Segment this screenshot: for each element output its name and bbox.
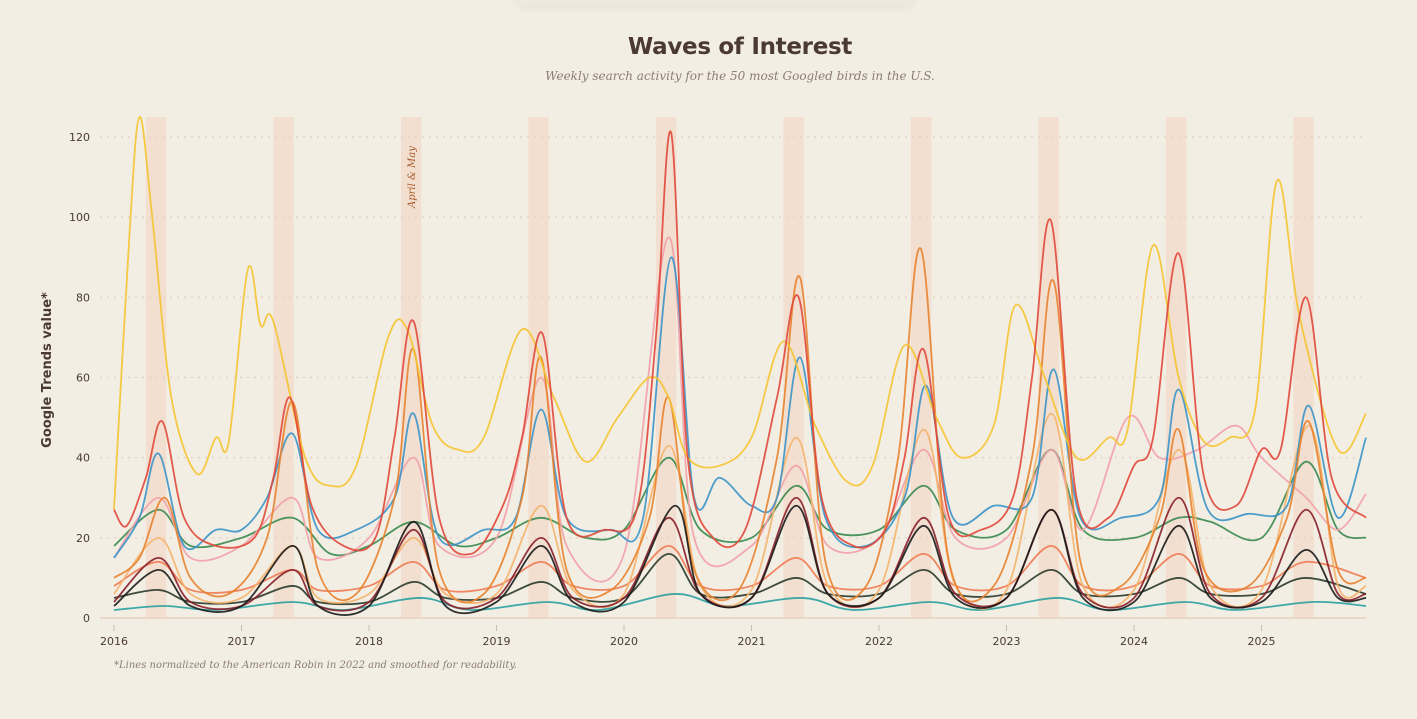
- chart-subtitle: Weekly search activity for the 50 most G…: [545, 69, 935, 83]
- april-may-band: [400, 117, 422, 618]
- x-tick-label: 2025: [1248, 635, 1276, 648]
- y-axis-label: Google Trends value*: [40, 292, 55, 448]
- y-tick-label: 120: [69, 131, 90, 144]
- y-tick-label: 40: [76, 452, 90, 465]
- y-tick-label: 80: [76, 291, 90, 304]
- chart-title: Waves of Interest: [627, 34, 853, 60]
- x-tick-label: 2020: [610, 635, 638, 648]
- x-tick-label: 2024: [1120, 635, 1148, 648]
- series-line-3: [113, 256, 1367, 559]
- x-tick-label: 2023: [993, 635, 1021, 648]
- top-panel-edge: [515, 0, 915, 6]
- april-may-band: [910, 117, 932, 618]
- y-tick-label: 20: [76, 532, 90, 545]
- band-label: April & May: [407, 146, 418, 209]
- series-line-1: [113, 130, 1367, 556]
- april-may-band: [528, 117, 549, 618]
- x-tick-label: 2022: [865, 635, 893, 648]
- x-tick-label: 2018: [355, 635, 383, 648]
- x-tick-label: 2019: [483, 635, 511, 648]
- april-may-band: [145, 117, 167, 618]
- x-tick-label: 2017: [228, 635, 256, 648]
- april-may-band: [783, 117, 804, 618]
- y-tick-label: 60: [76, 372, 90, 385]
- footnote: *Lines normalized to the American Robin …: [114, 660, 517, 671]
- y-tick-label: 0: [83, 612, 90, 625]
- series-line-8: [113, 504, 1367, 616]
- x-tick-label: 2021: [738, 635, 766, 648]
- april-may-band: [1293, 117, 1314, 618]
- series-line-4: [113, 236, 1367, 583]
- series-line-2: [113, 247, 1367, 604]
- y-tick-label: 100: [69, 211, 90, 224]
- series-line-0: [113, 116, 1367, 510]
- x-tick-label: 2016: [100, 635, 128, 648]
- series-line-7: [113, 496, 1367, 612]
